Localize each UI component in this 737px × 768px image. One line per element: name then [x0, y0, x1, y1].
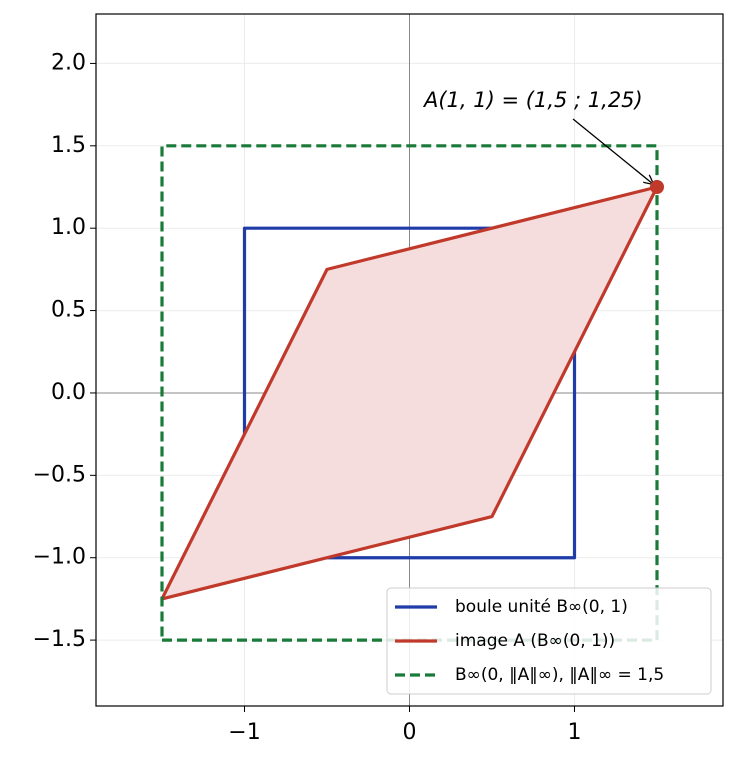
- y-tick-label: −1.0: [33, 545, 86, 570]
- area-fill: [162, 187, 657, 599]
- legend-label: image A (B∞(0, 1)): [455, 631, 615, 651]
- y-tick-label: 1.0: [51, 215, 86, 240]
- annotation: A(1, 1) = (1,5 ; 1,25): [422, 88, 643, 112]
- annotation-arrow: [572, 118, 653, 184]
- x-tick-label: 0: [403, 720, 417, 745]
- y-tick-label: −0.5: [33, 462, 86, 487]
- point: [650, 180, 664, 194]
- legend-label: boule unité B∞(0, 1): [455, 597, 628, 617]
- plot-frame: [95, 13, 724, 707]
- y-tick-label: 0.5: [51, 298, 86, 323]
- x-tick-label: −1: [228, 720, 260, 745]
- legend-label: B∞(0, ‖A‖∞), ‖A‖∞ = 1,5: [455, 665, 664, 685]
- y-tick-label: −1.5: [33, 627, 86, 652]
- x-tick-label: 1: [568, 720, 582, 745]
- y-tick-label: 2.0: [51, 50, 86, 75]
- y-tick-label: 1.5: [51, 133, 86, 158]
- legend-box: [386, 587, 712, 695]
- y-tick-label: 0.0: [51, 380, 86, 405]
